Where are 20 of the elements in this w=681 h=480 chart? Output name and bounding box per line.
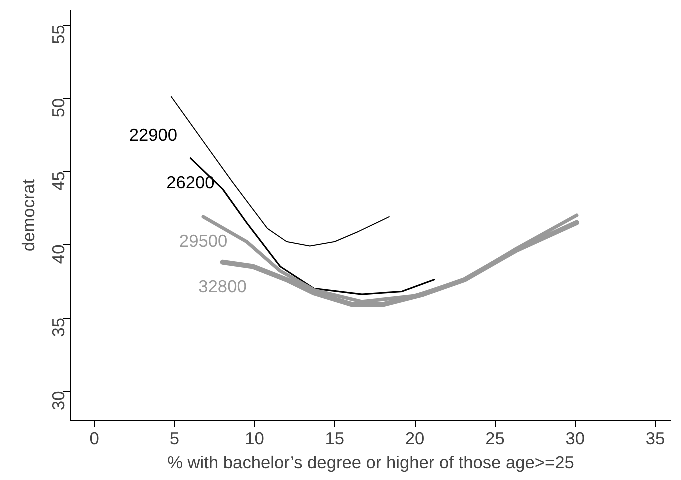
series-label: 29500 bbox=[179, 230, 228, 251]
y-tick-label: 40 bbox=[48, 244, 68, 264]
x-tick-label: 35 bbox=[646, 428, 666, 448]
x-tick-label: 0 bbox=[90, 428, 100, 448]
series-label: 22900 bbox=[129, 124, 178, 145]
series-label: 26200 bbox=[166, 172, 215, 192]
y-tick-label: 35 bbox=[48, 318, 68, 338]
x-axis-title: % with bachelor’s degree or higher of those age>=25 bbox=[168, 452, 574, 472]
x-tick-label: 5 bbox=[170, 428, 180, 448]
y-axis-title: democrat bbox=[18, 179, 38, 252]
y-tick-label: 30 bbox=[48, 391, 68, 410]
x-tick-label: 25 bbox=[486, 428, 505, 448]
x-tick-label: 10 bbox=[245, 428, 264, 448]
x-tick-label: 30 bbox=[566, 428, 585, 448]
y-tick-label: 55 bbox=[48, 25, 68, 44]
series-label: 32800 bbox=[198, 276, 247, 296]
y-tick-label: 45 bbox=[48, 172, 68, 191]
x-tick-label: 15 bbox=[325, 428, 345, 448]
x-tick-label: 20 bbox=[405, 428, 425, 448]
y-tick-label: 50 bbox=[48, 98, 68, 118]
